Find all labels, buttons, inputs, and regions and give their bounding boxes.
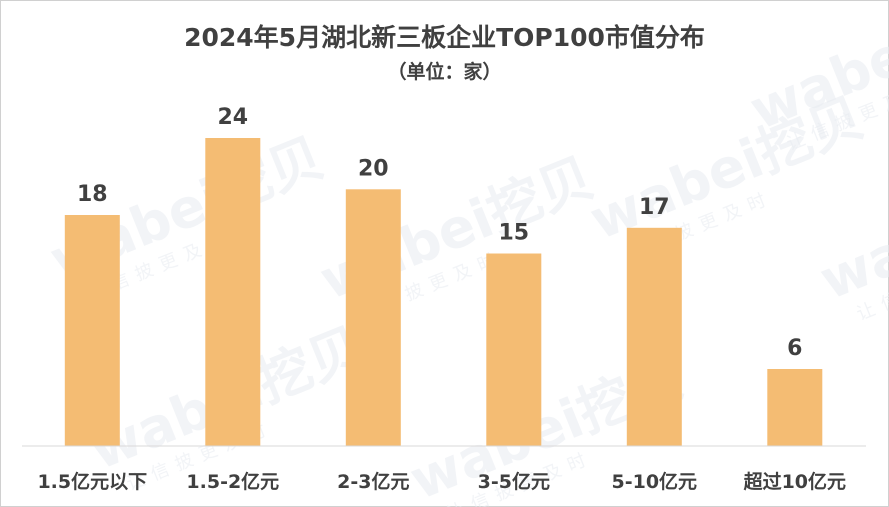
chart-subtitle: （单位：家） <box>387 61 502 83</box>
chart-title: 2024年5月湖北新三板企业TOP100市值分布 <box>184 23 705 52</box>
bar-2 <box>345 189 401 447</box>
bar-3 <box>486 253 542 446</box>
bars-group <box>64 138 823 447</box>
bar-5 <box>767 369 823 446</box>
watermark-slogan: 让信披更及时 <box>854 247 889 325</box>
category-label-4: 5-10亿元 <box>612 470 698 493</box>
data-label-4: 17 <box>639 195 670 220</box>
bar-1 <box>205 138 261 446</box>
category-label-1: 1.5-2亿元 <box>186 470 279 493</box>
watermark-slogan: 让信披更及时 <box>784 77 889 155</box>
data-label-3: 15 <box>498 221 529 246</box>
data-label-1: 24 <box>217 105 248 130</box>
watermark-brand: wabei挖贝 <box>741 0 889 142</box>
watermark-brand: wabei挖贝 <box>581 86 872 252</box>
category-label-3: 3-5亿元 <box>478 470 550 493</box>
category-label-2: 2-3亿元 <box>337 470 409 493</box>
labels-group: 18 1.5亿元以下 24 1.5-2亿元 20 2-3亿元 15 3-5亿元 17 5-10亿元… <box>37 105 846 493</box>
data-label-0: 18 <box>77 182 108 207</box>
data-label-2: 20 <box>358 156 389 181</box>
data-label-5: 6 <box>787 336 802 361</box>
bar-4 <box>626 227 682 446</box>
watermark-brand: wabei挖贝 <box>811 146 889 312</box>
category-label-5: 超过10亿元 <box>743 470 846 493</box>
bar-0 <box>64 215 120 446</box>
category-label-0: 1.5亿元以下 <box>37 470 147 493</box>
